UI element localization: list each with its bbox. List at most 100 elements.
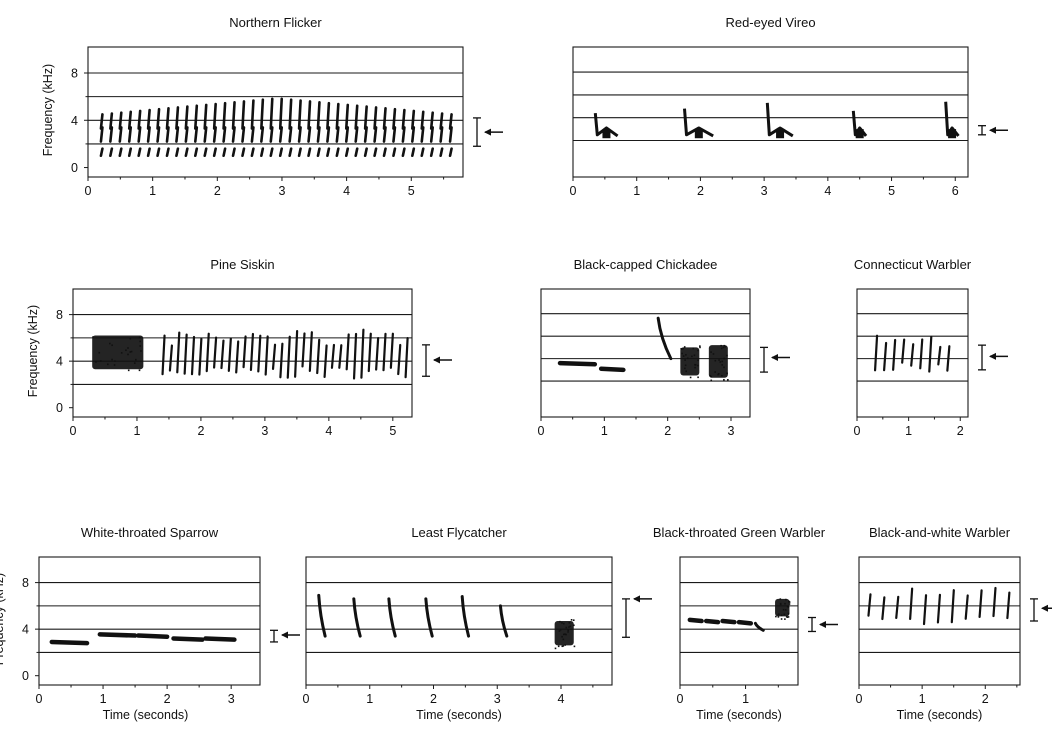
song-speck <box>694 366 696 369</box>
song-whistle <box>687 617 704 624</box>
song-speck <box>782 608 785 611</box>
song-blob <box>554 621 574 646</box>
song-speck <box>779 598 782 600</box>
frequency-range-bar <box>422 344 452 377</box>
x-tick-label: 6 <box>952 184 959 198</box>
song-speck <box>722 346 725 349</box>
song-speck <box>710 375 712 378</box>
song-note <box>382 107 387 130</box>
song-sweep <box>753 621 765 632</box>
song-sweep <box>656 316 673 361</box>
x-axis-label: Time (seconds) <box>103 708 189 722</box>
song-marks <box>593 101 960 139</box>
song-speck <box>697 349 699 352</box>
song-note <box>175 126 180 143</box>
song-whistle <box>720 618 737 625</box>
song-note <box>137 147 142 158</box>
song-whistle <box>736 619 754 626</box>
song-note <box>392 107 397 130</box>
song-note <box>873 334 879 372</box>
song-note <box>127 126 133 143</box>
song-marks <box>92 328 409 380</box>
song-speck <box>129 351 132 353</box>
song-note <box>382 332 387 372</box>
song-note <box>344 103 350 130</box>
song-whistle <box>598 366 626 373</box>
song-speck <box>682 355 685 357</box>
song-speck <box>557 645 560 648</box>
song-note <box>213 336 218 369</box>
song-speck <box>777 613 780 616</box>
song-note <box>137 109 142 130</box>
x-tick-label: 0 <box>538 424 545 438</box>
song-note <box>373 106 378 130</box>
song-note <box>156 107 161 130</box>
song-note <box>345 333 350 371</box>
spectrogram-panel: Northern Flicker 0 1 2 3 4 5 0 4 8 Frequency (kHz) <box>41 15 503 198</box>
song-note <box>99 126 104 143</box>
song-note <box>222 147 227 158</box>
song-note <box>307 147 312 158</box>
song-speck <box>694 363 696 366</box>
song-note <box>946 345 951 372</box>
x-tick-label: 1 <box>633 184 640 198</box>
song-marks <box>99 97 453 158</box>
song-speck <box>780 618 783 620</box>
song-note <box>881 596 886 621</box>
spectrogram-panel: Pine Siskin 0 1 2 3 4 5 0 4 8 Frequency (kHz) <box>26 257 452 438</box>
song-speck <box>561 635 563 638</box>
song-speck <box>788 600 790 603</box>
song-speck <box>779 602 782 605</box>
x-tick-label: 1 <box>366 692 373 706</box>
x-tick-label: 2 <box>697 184 704 198</box>
song-speck <box>714 359 717 362</box>
song-note <box>326 126 331 143</box>
song-note <box>118 111 123 130</box>
panel-title: Pine Siskin <box>210 257 274 272</box>
song-note <box>146 147 151 158</box>
song-note <box>294 329 299 378</box>
song-speck <box>561 622 563 624</box>
song-note <box>301 332 306 368</box>
panel-frame <box>305 556 613 686</box>
song-note <box>175 106 180 130</box>
song-note <box>241 126 246 143</box>
song-note <box>922 594 928 626</box>
song-note <box>352 332 358 380</box>
song-speck <box>721 374 723 377</box>
song-note <box>448 126 453 143</box>
song-speck <box>111 344 113 347</box>
song-note <box>241 100 246 130</box>
song-note <box>269 126 274 143</box>
song-speck <box>685 370 687 373</box>
x-tick-label: 1 <box>133 424 140 438</box>
x-tick-label: 3 <box>278 184 285 198</box>
song-speck <box>721 360 724 363</box>
song-note <box>257 334 262 373</box>
song-speck <box>788 603 791 605</box>
song-note <box>936 593 942 624</box>
song-note <box>411 109 416 130</box>
song-note <box>307 100 312 130</box>
song-speck <box>699 345 701 347</box>
arrow-head-icon <box>819 620 826 628</box>
song-speck <box>709 374 712 377</box>
song-speck <box>683 346 686 348</box>
song-speck <box>692 347 695 350</box>
song-speck <box>558 630 561 632</box>
song-note <box>411 126 416 143</box>
song-note <box>344 126 350 143</box>
song-speck <box>139 340 141 343</box>
song-speck <box>682 347 685 350</box>
song-marks <box>557 316 729 382</box>
song-note <box>109 112 114 130</box>
x-tick-label: 4 <box>343 184 350 198</box>
song-note <box>448 147 453 158</box>
song-note <box>354 147 359 158</box>
song-note <box>354 104 359 130</box>
song-note <box>156 147 161 158</box>
song-note <box>278 126 284 143</box>
x-axis-label: Time (seconds) <box>897 708 983 722</box>
song-note <box>439 147 444 158</box>
